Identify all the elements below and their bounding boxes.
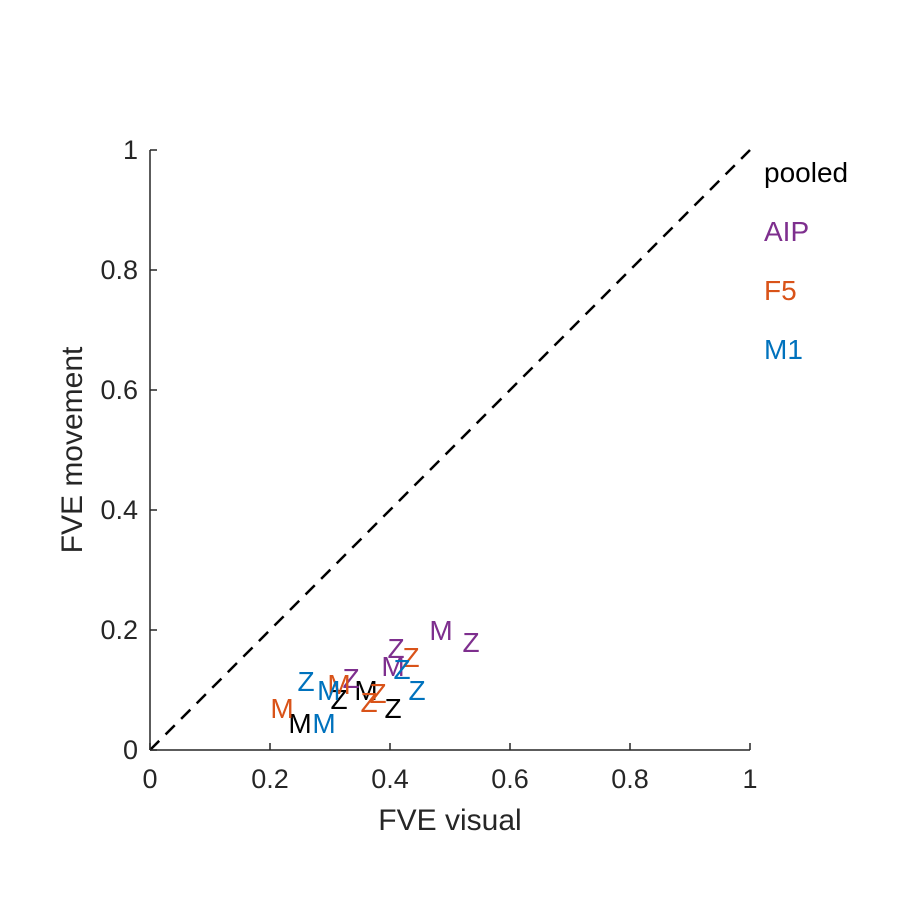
data-point-aip: M	[429, 615, 452, 646]
y-tick-label: 0.6	[100, 375, 138, 405]
data-point-aip: Z	[387, 633, 404, 664]
x-tick-label: 0.8	[611, 764, 649, 794]
y-tick-label: 1	[123, 135, 138, 165]
data-point-m1: M	[312, 708, 335, 739]
reference-line-layer	[149, 149, 751, 751]
y-tick-label: 0.8	[100, 255, 138, 285]
x-tick-label: 0	[142, 764, 157, 794]
data-point-f5: Z	[402, 642, 419, 673]
legend-item-aip: AIP	[764, 216, 809, 247]
data-point-m1: Z	[408, 675, 425, 706]
data-point-pooled: Z	[330, 684, 347, 715]
legend: pooled AIP F5 M1	[764, 157, 848, 365]
data-point-pooled: M	[354, 675, 377, 706]
data-point-aip: Z	[342, 663, 359, 694]
data-point-aip: M	[381, 651, 404, 682]
identity-reference-line	[149, 149, 751, 751]
data-point-f5: M	[327, 669, 350, 700]
y-tick-label: 0.4	[100, 495, 138, 525]
data-point-m1: Z	[297, 666, 314, 697]
x-tick-label: 1	[742, 764, 757, 794]
x-tick-label: 0.2	[251, 764, 289, 794]
y-tick-label: 0.2	[100, 615, 138, 645]
data-point-m1: Z	[393, 654, 410, 685]
data-point-f5: Z	[360, 687, 377, 718]
legend-item-f5: F5	[764, 275, 797, 306]
legend-item-m1: M1	[764, 334, 803, 365]
legend-item-pooled: pooled	[764, 157, 848, 188]
data-point-aip: Z	[462, 627, 479, 658]
y-axis-label: FVE movement	[56, 346, 89, 553]
data-point-f5: Z	[369, 678, 386, 709]
x-tick-label: 0.4	[371, 764, 409, 794]
x-tick-label: 0.6	[491, 764, 529, 794]
data-point-f5: M	[270, 693, 293, 724]
x-axis-label: FVE visual	[378, 804, 521, 837]
y-tick-label: 0	[123, 735, 138, 765]
data-point-pooled: M	[288, 708, 311, 739]
data-point-pooled: Z	[384, 693, 401, 724]
axes: 0 0.2 0.4 0.6 0.8 1 0 0.2 0.4 0.6 0.8 1	[100, 135, 757, 794]
data-point-m1: M	[317, 675, 340, 706]
